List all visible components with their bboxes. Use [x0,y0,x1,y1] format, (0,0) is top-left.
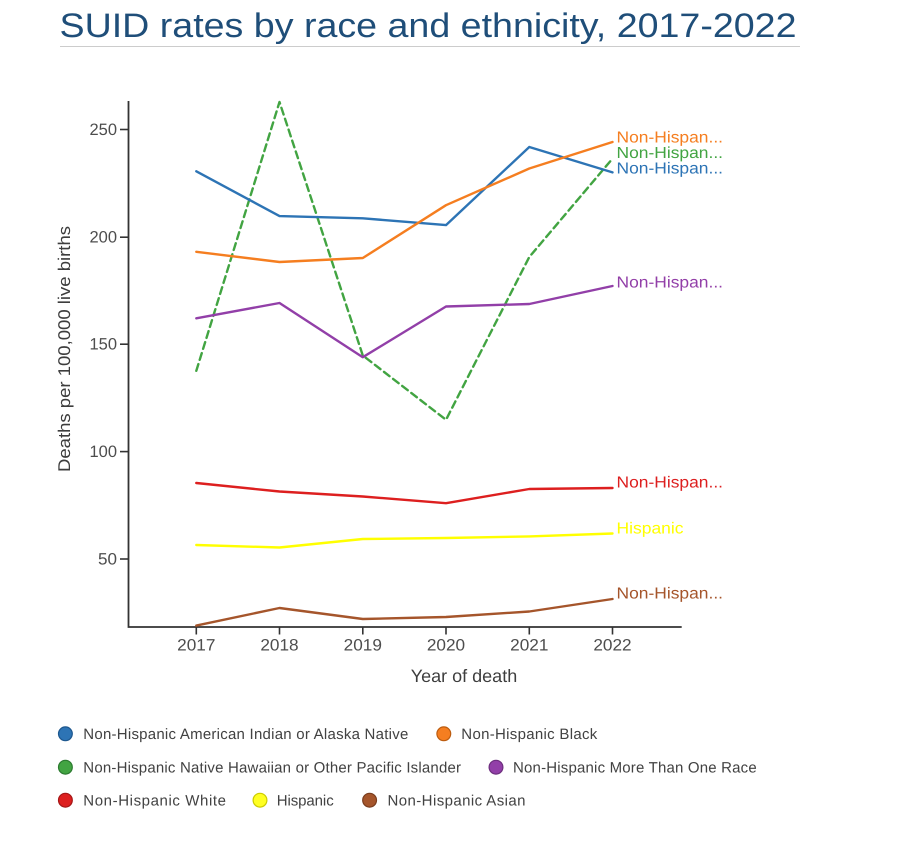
svg-text:Non-Hispan...: Non-Hispan... [617,145,724,162]
svg-text:2019: 2019 [344,637,382,655]
svg-text:Deaths per 100,000 live births: Deaths per 100,000 live births [55,226,74,472]
svg-text:Hispanic: Hispanic [617,520,684,537]
svg-text:50: 50 [98,551,117,569]
svg-text:2021: 2021 [510,637,548,655]
svg-text:Non-Hispanic More Than One Rac: Non-Hispanic More Than One Race [513,760,757,777]
svg-text:Non-Hispan...: Non-Hispan... [617,130,724,147]
svg-text:Non-Hispan...: Non-Hispan... [617,274,724,291]
svg-text:Non-Hispan...: Non-Hispan... [617,474,724,491]
svg-text:Non-Hispanic American Indian o: Non-Hispanic American Indian or Alaska N… [83,726,408,743]
svg-text:Year of death: Year of death [411,666,517,686]
svg-text:150: 150 [90,336,118,354]
svg-text:Hispanic: Hispanic [277,793,335,810]
svg-text:Non-Hispan...: Non-Hispan... [617,585,724,602]
svg-text:Non-Hispanic White: Non-Hispanic White [83,793,226,810]
svg-text:SUID rates by race and ethnici: SUID rates by race and ethnicity, 2017-2… [60,7,797,45]
svg-text:Non-Hispanic Native Hawaiian o: Non-Hispanic Native Hawaiian or Other Pa… [83,760,461,777]
svg-text:200: 200 [90,229,118,247]
svg-text:2017: 2017 [177,637,215,655]
svg-text:250: 250 [90,121,118,139]
svg-text:100: 100 [90,443,118,461]
svg-text:Non-Hispanic Asian: Non-Hispanic Asian [388,793,526,810]
svg-text:Non-Hispan...: Non-Hispan... [617,161,724,178]
svg-text:2020: 2020 [427,637,465,655]
svg-text:Non-Hispanic Black: Non-Hispanic Black [461,726,598,743]
svg-text:2022: 2022 [593,637,631,655]
svg-text:2018: 2018 [260,637,298,655]
